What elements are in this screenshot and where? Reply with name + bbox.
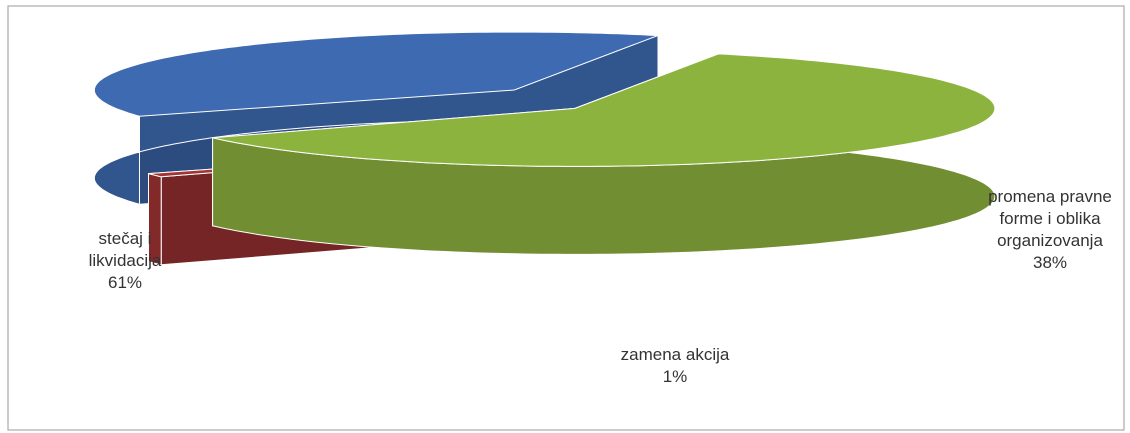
slice	[212, 53, 996, 167]
category-label: zamena akcija	[620, 345, 730, 364]
value-label: 38%	[1032, 253, 1068, 272]
label-1: zamena akcija 1%	[590, 344, 760, 388]
slice	[93, 31, 659, 117]
value-label: 1%	[662, 367, 688, 386]
value-label: 61%	[107, 273, 143, 292]
category-label: promena pravne forme i oblika organizova…	[988, 187, 1112, 250]
label-0: stečaj i likvidacija 61%	[50, 228, 200, 294]
category-label: stečaj i likvidacija	[88, 229, 162, 270]
label-2: promena pravne forme i oblika organizova…	[975, 186, 1125, 274]
